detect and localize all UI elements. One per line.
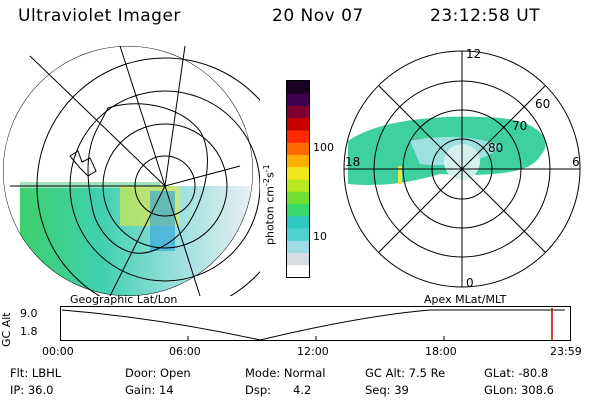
colorbar-segment <box>287 166 309 180</box>
lat-lon-grid <box>10 45 260 296</box>
colorbar-tick-10: 10 <box>313 230 327 243</box>
timeline-xtick-2359: 23:59 <box>550 345 582 358</box>
colorbar-segment <box>287 93 309 106</box>
colorbar-unit-label: photon cm-2s-1 <box>262 164 277 245</box>
colorbar-segment <box>287 252 309 266</box>
continent-outline <box>87 103 208 254</box>
altitude-curve <box>61 309 565 341</box>
colorbar-segment <box>287 228 309 241</box>
mlt-label-0: 0 <box>466 276 474 290</box>
colorbar-segment <box>287 203 309 217</box>
mlt-label-12: 12 <box>466 47 481 61</box>
seq-status: Seq: 39 <box>365 383 409 397</box>
colorbar-segment <box>287 154 309 168</box>
colorbar-tick-100: 100 <box>313 141 334 154</box>
door-status: Door: Open <box>125 366 191 380</box>
timeline-ytick-bottom: 1.8 <box>20 325 38 338</box>
timeline-ytick-top: 9.0 <box>20 307 38 320</box>
colorbar <box>286 80 310 278</box>
date-label: 20 Nov 07 <box>272 6 364 26</box>
mlat-label-80: 80 <box>488 141 503 155</box>
dsp-status: Dsp: 4.2 <box>245 383 312 397</box>
altitude-timeline <box>60 306 571 341</box>
colorbar-segment <box>287 264 309 278</box>
timeline-xtick-1800: 18:00 <box>425 345 457 358</box>
polar-panel-label: Apex MLat/MLT <box>424 293 507 306</box>
gain-status: Gain: 14 <box>125 383 174 397</box>
polar-grid <box>343 50 581 288</box>
colorbar-segment <box>287 240 309 253</box>
colorbar-segment <box>287 105 309 119</box>
timeline-xtick-0600: 06:00 <box>169 345 201 358</box>
mlt-label-6: 6 <box>572 155 580 169</box>
geographic-panel-label: Geographic Lat/Lon <box>70 293 178 306</box>
glon-status: GLon: 308.6 <box>484 383 554 397</box>
ip-status: IP: 36.0 <box>10 383 54 397</box>
glat-status: GLat: -80.8 <box>484 366 549 380</box>
timeline-xtick-1200: 12:00 <box>297 345 329 358</box>
colorbar-segment <box>287 117 309 131</box>
colorbar-segment <box>287 215 309 229</box>
gc-alt-status: GC Alt: 7.5 Re <box>365 366 446 380</box>
mlt-label-18: 18 <box>345 155 360 169</box>
colorbar-segment <box>287 142 309 155</box>
geographic-map <box>3 45 260 296</box>
colorbar-segment <box>287 81 309 94</box>
mlat-label-70: 70 <box>512 119 527 133</box>
colorbar-segment <box>287 191 309 204</box>
time-label: 23:12:58 UT <box>430 6 541 26</box>
mode-status: Mode: Normal <box>245 366 326 380</box>
colorbar-gradient <box>287 81 309 278</box>
timeline-xtick-0000: 00:00 <box>42 345 74 358</box>
polar-mlt-plot: 12 18 6 0 60 70 80 <box>343 47 581 290</box>
instrument-title: Ultraviolet Imager <box>18 6 181 26</box>
colorbar-segment <box>287 179 309 192</box>
filter-status: Flt: LBHL <box>10 366 62 380</box>
colorbar-segment <box>287 130 309 143</box>
mlat-label-60: 60 <box>535 97 550 111</box>
timeline-ylabel: GC Alt <box>0 312 13 347</box>
